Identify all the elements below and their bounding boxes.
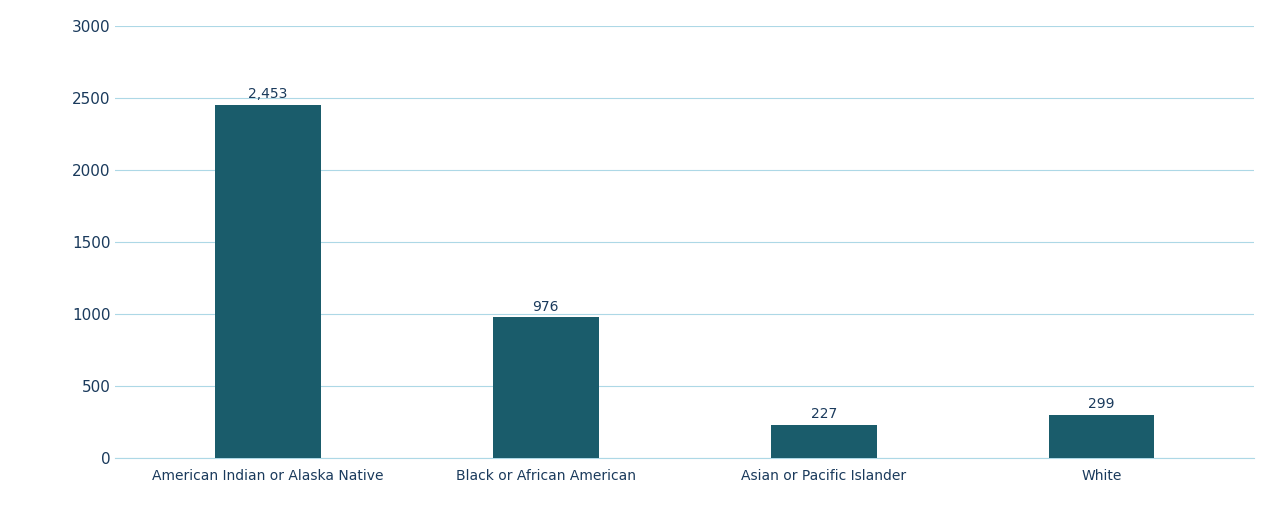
Text: 227: 227	[810, 407, 837, 421]
Text: 299: 299	[1088, 397, 1115, 411]
Bar	[771, 425, 877, 458]
Text: 2,453: 2,453	[248, 87, 288, 101]
Text: 976: 976	[532, 300, 559, 314]
Bar	[1048, 414, 1155, 458]
Bar	[493, 317, 599, 458]
Bar	[215, 105, 321, 458]
